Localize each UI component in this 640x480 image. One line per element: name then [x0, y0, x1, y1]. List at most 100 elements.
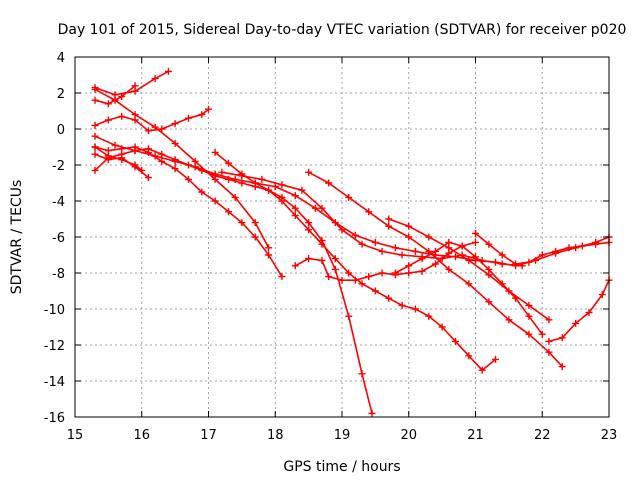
- data-point: [144, 145, 152, 153]
- data-point: [378, 247, 386, 255]
- data-point: [91, 96, 99, 104]
- data-point: [198, 111, 206, 119]
- data-point: [405, 222, 413, 230]
- data-point: [525, 301, 533, 309]
- series-arc-15: [391, 238, 546, 338]
- data-point: [485, 298, 493, 306]
- data-point: [111, 141, 119, 149]
- data-point: [358, 370, 366, 378]
- series-arc-10: [211, 148, 500, 374]
- data-point: [592, 240, 600, 248]
- data-point: [211, 148, 219, 156]
- series-arc-14: [385, 215, 553, 324]
- series-arc-12: [305, 168, 566, 371]
- data-point: [191, 163, 199, 171]
- data-point: [565, 244, 573, 252]
- data-point: [184, 114, 192, 122]
- data-point: [498, 251, 506, 259]
- data-point: [131, 147, 139, 155]
- data-point: [578, 242, 586, 250]
- data-point: [525, 258, 533, 266]
- x-tick-label: 17: [200, 428, 217, 443]
- data-point: [545, 337, 553, 345]
- data-point: [458, 242, 466, 250]
- y-tick-label: 0: [57, 123, 65, 138]
- x-axis-title: GPS time / hours: [283, 459, 400, 475]
- data-point: [91, 143, 99, 151]
- x-tick-label: 20: [400, 428, 417, 443]
- data-point: [104, 100, 112, 108]
- data-point: [371, 238, 379, 246]
- data-point: [365, 208, 373, 216]
- data-point: [158, 150, 166, 158]
- data-point: [498, 260, 506, 268]
- data-point: [251, 233, 259, 241]
- x-tick-label: 18: [267, 428, 284, 443]
- series-line: [94, 108, 210, 132]
- data-point: [158, 157, 166, 165]
- data-point: [184, 175, 192, 183]
- data-point: [405, 269, 413, 277]
- data-point: [492, 355, 500, 363]
- data-point: [411, 305, 419, 313]
- data-point: [211, 170, 219, 178]
- data-point: [445, 265, 453, 273]
- data-point: [525, 330, 533, 338]
- data-point: [391, 244, 399, 252]
- data-point: [231, 175, 239, 183]
- data-point: [472, 238, 479, 246]
- data-point: [298, 186, 306, 194]
- data-point: [472, 253, 479, 261]
- data-point: [111, 91, 119, 99]
- data-point: [171, 139, 179, 147]
- data-point: [485, 240, 493, 248]
- data-point: [505, 316, 513, 324]
- data-point: [425, 312, 433, 320]
- data-point: [118, 112, 126, 120]
- data-point: [598, 291, 606, 299]
- data-point: [265, 251, 273, 259]
- data-point: [385, 294, 393, 302]
- data-point: [378, 269, 386, 277]
- data-point: [91, 84, 99, 92]
- data-point: [385, 215, 393, 223]
- y-tick-label: -8: [52, 267, 65, 282]
- data-point: [225, 159, 233, 167]
- data-point: [251, 179, 259, 187]
- data-point: [104, 116, 112, 124]
- data-point: [218, 168, 226, 176]
- data-point: [398, 251, 406, 259]
- data-point: [572, 319, 580, 327]
- data-point: [171, 157, 179, 165]
- data-point: [338, 226, 346, 234]
- data-point: [512, 294, 520, 302]
- data-point: [351, 231, 359, 239]
- data-point: [211, 197, 219, 205]
- data-point: [498, 280, 506, 288]
- data-point: [91, 150, 99, 158]
- data-point: [205, 105, 212, 113]
- data-point: [425, 233, 433, 241]
- data-point: [405, 233, 413, 241]
- data-point: [411, 247, 419, 255]
- series-arc-7: [91, 67, 172, 99]
- data-point: [265, 186, 273, 194]
- data-point: [345, 312, 353, 320]
- series-line: [94, 85, 136, 105]
- data-point: [305, 255, 313, 263]
- data-point: [418, 255, 426, 263]
- data-point: [171, 120, 179, 128]
- data-point: [318, 240, 326, 248]
- data-point: [231, 193, 239, 201]
- data-point: [445, 238, 453, 246]
- data-point: [278, 181, 286, 189]
- data-point: [485, 265, 493, 273]
- data-point: [151, 75, 159, 83]
- y-tick-labels: 4 2 0 -2 -4 -6 -8 -10 -12 -14 -16: [44, 51, 65, 426]
- data-point: [438, 323, 446, 331]
- data-point: [385, 222, 393, 230]
- data-point: [318, 204, 326, 212]
- y-tick-label: 2: [57, 87, 65, 102]
- y-tick-label: -2: [52, 159, 65, 174]
- y-axis-title: SDTVAR / TECUs: [9, 180, 25, 295]
